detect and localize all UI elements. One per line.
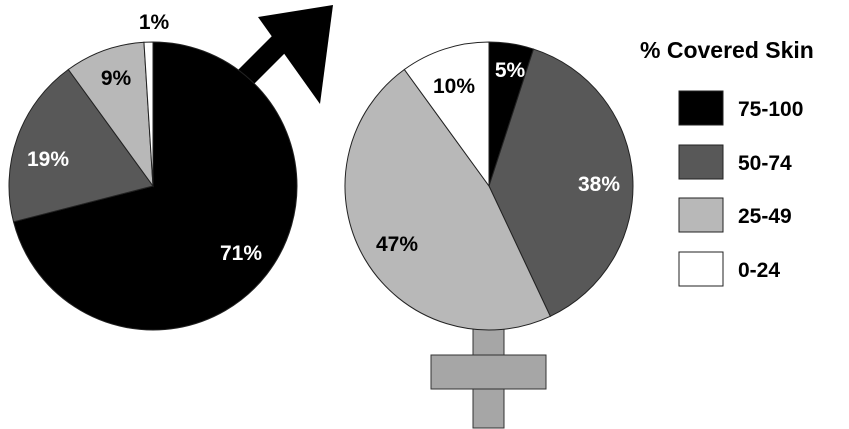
legend-label-50-74: 50-74 [738,152,792,175]
female-pie-label-0-24: 10% [433,75,475,98]
legend-swatch-50-74 [678,144,724,180]
female-pie-slice-50-74 [488,48,634,317]
female-cross-horizontal [430,354,547,390]
female-pie-label-50-74: 38% [578,173,620,196]
female-cross-icon [430,317,547,429]
male-pie-slice-75-100 [12,41,298,331]
legend-label-0-24: 0-24 [738,259,780,282]
male-pie-label-25-49: 9% [101,67,132,90]
male-pie-label-75-100: 71% [220,242,262,265]
male-pie-label-50-74: 19% [27,148,69,171]
male-pie-slice-50-74 [8,68,154,223]
female-pie-label-75-100: 5% [495,59,526,82]
male-arrow-head [258,5,333,104]
female-pie-chart: 5% 38% 47% 10% [344,41,634,331]
male-pie-slice-0-24 [143,41,154,187]
male-pie-chart: 71% 19% 9% 1% [8,11,298,331]
legend-swatch-25-49 [678,197,724,233]
legend-swatch-75-100 [678,90,724,126]
male-pie-label-0-24: 1% [139,11,170,34]
male-arrow-icon [230,5,333,104]
male-pie-slice-25-49 [67,41,154,188]
female-pie-slice-0-24 [403,41,490,188]
legend-label-75-100: 75-100 [738,98,803,121]
female-pie-label-25-49: 47% [376,233,418,256]
legend: % Covered Skin 75-100 50-74 25-49 0-24 [640,37,814,287]
legend-title: % Covered Skin [640,37,814,63]
legend-swatch-0-24 [678,251,724,287]
female-pie-slice-25-49 [344,68,551,331]
legend-label-25-49: 25-49 [738,205,792,228]
